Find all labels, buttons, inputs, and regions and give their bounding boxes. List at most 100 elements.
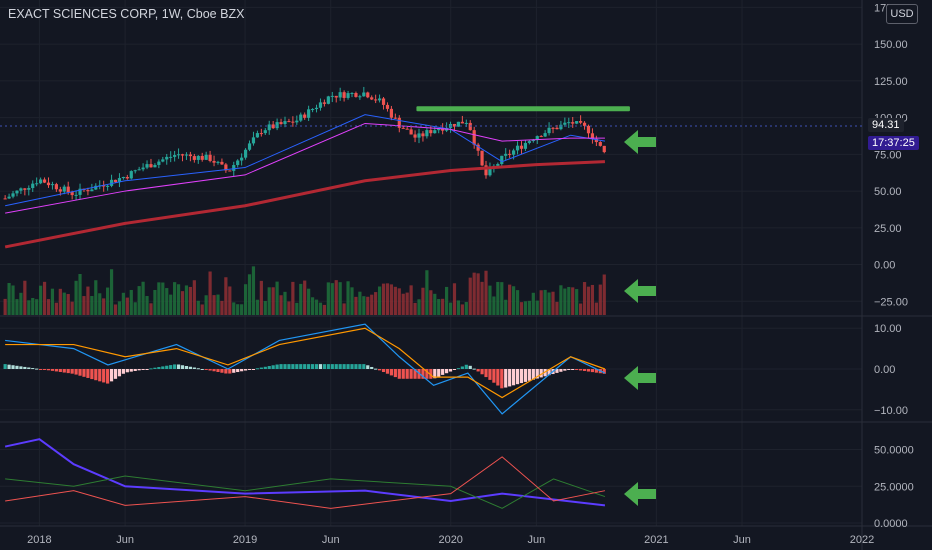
volume-bar — [551, 291, 555, 315]
candle-body — [527, 141, 531, 143]
volume-bar — [547, 292, 551, 315]
volume-bar — [314, 299, 319, 315]
volume-bar — [90, 296, 94, 315]
macd-histogram-bar — [330, 364, 334, 369]
macd-histogram-bar — [429, 369, 433, 379]
volume-bar — [535, 300, 539, 315]
volume-bar — [448, 302, 453, 315]
candle-body — [228, 170, 232, 172]
volume-bar — [338, 282, 342, 315]
volume-bar — [117, 301, 122, 315]
candle-body — [240, 157, 244, 161]
volume-bar — [74, 280, 78, 315]
macd-histogram-bar — [27, 367, 31, 369]
macd-histogram-bar — [464, 364, 468, 369]
macd-histogram-bar — [11, 365, 15, 369]
candle-body — [267, 124, 271, 131]
volume-bar — [405, 292, 409, 315]
macd-histogram-bar — [192, 367, 196, 369]
macd-histogram-bar — [582, 369, 587, 371]
candle-body — [121, 177, 125, 179]
macd-histogram-bar — [413, 369, 417, 379]
macd-histogram-bar — [334, 364, 338, 369]
plus-di-line — [5, 475, 606, 509]
arrow-left-icon — [624, 366, 656, 390]
candle-body — [287, 121, 291, 123]
candle-body — [279, 122, 283, 125]
volume-bar — [70, 301, 74, 315]
candle-body — [125, 177, 129, 179]
candle-body — [196, 155, 200, 160]
candle-body — [141, 167, 145, 170]
dmi-axis-tick: 50.0000 — [874, 444, 914, 456]
volume-bar — [216, 294, 220, 315]
macd-histogram-bar — [184, 365, 189, 369]
volume-bar — [421, 287, 425, 315]
volume-bar — [452, 283, 457, 315]
volume-bar — [370, 294, 374, 315]
candle-body — [464, 122, 468, 124]
volume-bar — [559, 285, 563, 315]
volume-bar — [204, 295, 208, 315]
macd-histogram-bar — [496, 369, 500, 386]
candle-body — [50, 184, 55, 186]
macd-histogram-bar — [586, 369, 591, 372]
macd-histogram-bar — [488, 369, 492, 380]
currency-button[interactable]: USD — [886, 4, 918, 24]
candle-body — [385, 104, 390, 109]
volume-bar — [31, 297, 35, 315]
candle-body — [212, 160, 216, 163]
macd-histogram-bar — [555, 369, 559, 373]
volume-bar — [236, 304, 240, 315]
macd-histogram-bar — [405, 369, 409, 379]
volume-bar — [196, 300, 200, 315]
volume-bar — [307, 288, 311, 315]
volume-bar — [50, 288, 55, 315]
volume-bar — [291, 281, 295, 315]
macd-histogram-bar — [165, 365, 169, 369]
candle-body — [504, 153, 508, 156]
volume-bar — [173, 282, 177, 315]
volume-bar — [267, 287, 271, 315]
macd-histogram-bar — [255, 368, 260, 370]
macd-histogram-bar — [476, 369, 480, 372]
macd-histogram-bar — [263, 366, 267, 369]
volume-bar — [145, 296, 149, 315]
candle-body — [519, 145, 524, 149]
volume-bar — [433, 293, 437, 315]
volume-bar — [318, 302, 323, 315]
macd-histogram-bar — [500, 369, 504, 389]
candle-body — [575, 121, 579, 124]
macd-histogram-bar — [133, 369, 137, 371]
volume-bar — [275, 281, 279, 315]
price-axis-tick: 25.00 — [874, 223, 902, 235]
time-axis-label: Jun — [322, 534, 340, 546]
candle-body — [452, 123, 457, 127]
macd-histogram-bar — [314, 364, 319, 369]
volume-bar — [232, 302, 236, 315]
volume-bar — [35, 299, 39, 315]
candle-body — [27, 188, 31, 190]
macd-histogram-bar — [137, 369, 141, 371]
volume-bar — [39, 285, 43, 315]
volume-bar — [299, 283, 303, 315]
time-axis-label: 2021 — [644, 534, 668, 546]
volume-bar — [161, 282, 165, 315]
macd-histogram-bar — [106, 369, 110, 384]
macd-histogram-bar — [102, 369, 106, 383]
macd-histogram-bar — [374, 368, 378, 370]
candle-body — [405, 128, 409, 130]
volume-bar — [153, 289, 157, 315]
volume-bar — [19, 292, 23, 315]
candle-body — [224, 164, 228, 171]
candle-body — [480, 150, 484, 166]
volume-bar — [192, 280, 196, 315]
candle-body — [117, 178, 122, 183]
volume-bar — [82, 296, 86, 315]
volume-bar — [492, 296, 496, 315]
candle-body — [15, 190, 19, 194]
volume-bar — [208, 271, 212, 315]
macd-histogram-bar — [125, 369, 129, 373]
volume-bar — [169, 294, 173, 315]
